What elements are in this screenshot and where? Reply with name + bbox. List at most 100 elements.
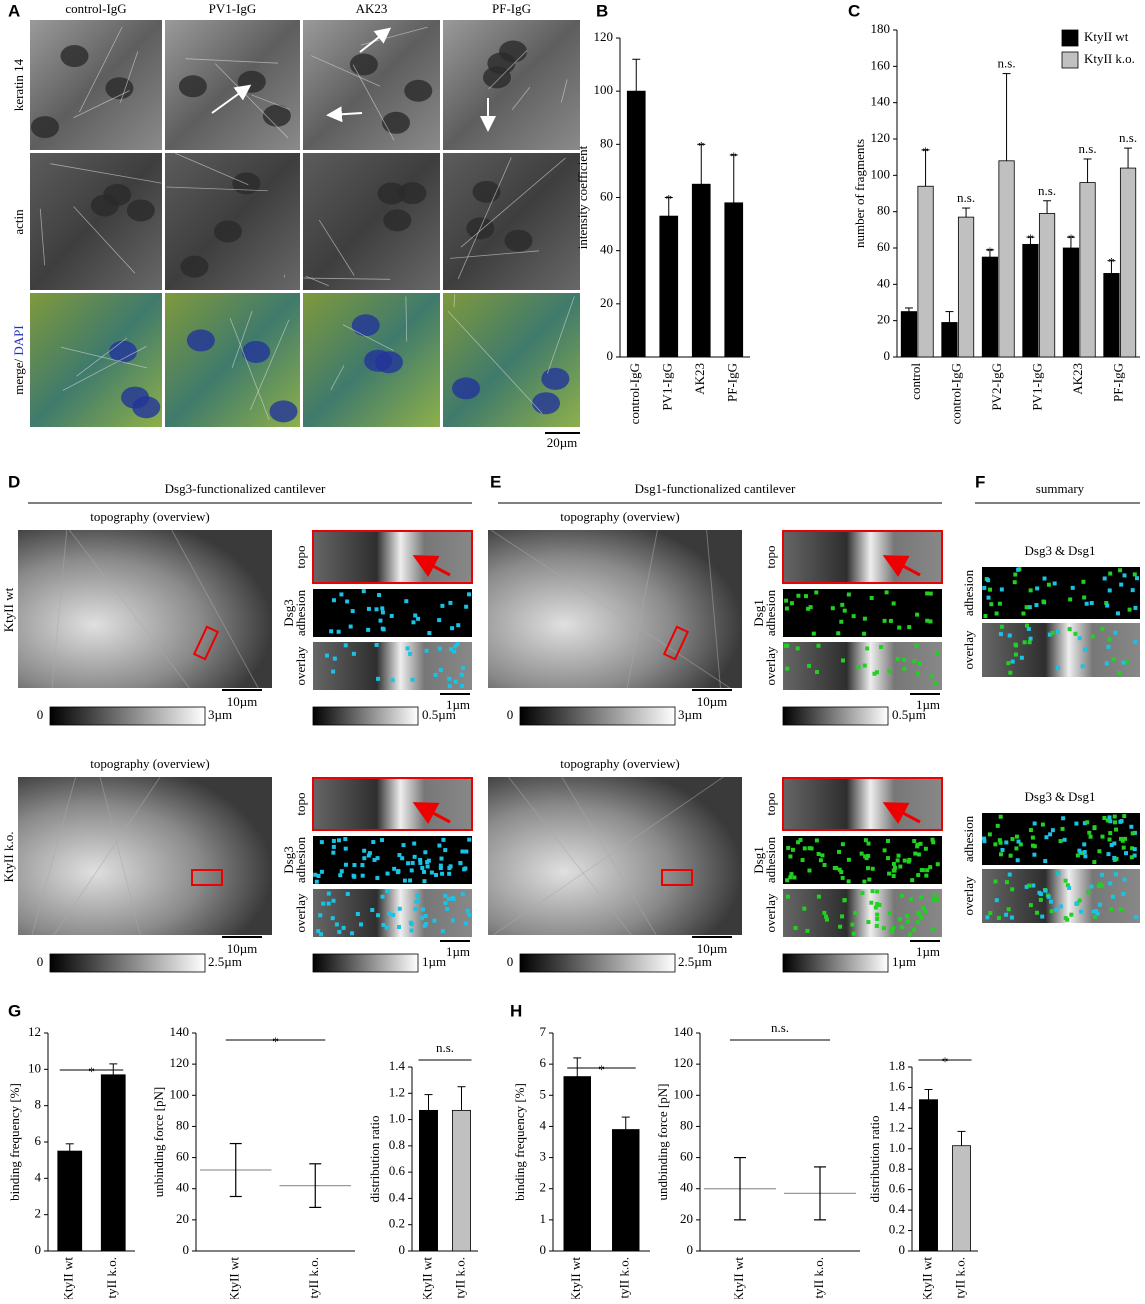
nucleus — [350, 53, 378, 75]
adhesion-event — [906, 919, 910, 923]
adhesion-event — [1085, 820, 1089, 824]
adhesion-event — [1027, 884, 1031, 888]
adhesion-event — [381, 923, 385, 927]
adhesion-event — [925, 591, 929, 595]
x-tick-label: KtyII k.o. — [617, 1257, 632, 1299]
row-label: keratin 14 — [11, 58, 26, 111]
adhesion-event — [375, 607, 379, 611]
significance-label: n.s. — [771, 1020, 789, 1035]
adhesion-event — [1064, 916, 1068, 920]
adhesion-event — [892, 874, 896, 878]
adhesion-event — [421, 908, 425, 912]
adhesion-event — [916, 920, 920, 924]
adhesion-event — [443, 901, 447, 905]
adhesion-event — [1105, 604, 1109, 608]
adhesion-event — [998, 838, 1002, 842]
adhesion-event — [860, 891, 864, 895]
adhesion-event — [1007, 907, 1011, 911]
nucleus — [541, 368, 569, 390]
y-tick-label: 1.0 — [389, 1111, 405, 1126]
adhesion-event — [1118, 820, 1122, 824]
adhesion-event — [1113, 815, 1117, 819]
adhesion-event — [816, 644, 820, 648]
adhesion-event — [411, 861, 415, 865]
legend-label: & — [1055, 789, 1065, 804]
adhesion-event — [1068, 597, 1072, 601]
adhesion-event — [1063, 838, 1067, 842]
y-tick-label: 60 — [176, 1149, 189, 1164]
adhesion-event — [847, 879, 851, 883]
adhesion-event — [332, 845, 336, 849]
adhesion-event — [932, 898, 936, 902]
adhesion-event — [1083, 854, 1087, 858]
adhesion-event — [320, 840, 324, 844]
y-tick-label: 0 — [884, 348, 891, 363]
adhesion-event — [406, 646, 410, 650]
adhesion-event — [804, 594, 808, 598]
adhesion-event — [1121, 661, 1125, 665]
y-tick-label: 2 — [540, 1180, 547, 1195]
adhesion-event — [345, 599, 349, 603]
adhesion-event — [404, 599, 408, 603]
adhesion-event — [815, 670, 819, 674]
adhesion-event — [918, 661, 922, 665]
panel-letter: D — [8, 472, 20, 491]
nucleus — [109, 341, 137, 363]
adhesion-event — [788, 854, 792, 858]
row-label: overlay — [961, 876, 976, 915]
nucleus — [61, 45, 89, 67]
adhesion-event — [403, 879, 407, 883]
adhesion-event — [995, 898, 999, 902]
adhesion-event — [1082, 842, 1086, 846]
adhesion-event — [935, 898, 939, 902]
adhesion-event — [988, 832, 992, 836]
x-tick-label: KtyII wt — [419, 1257, 434, 1299]
adhesion-event — [790, 601, 794, 605]
significance-label: n.s. — [1119, 130, 1137, 145]
adhesion-event — [1015, 835, 1019, 839]
adhesion-event — [1040, 915, 1044, 919]
adhesion-event — [1103, 576, 1107, 580]
y-tick-label: 140 — [170, 1024, 190, 1039]
bar — [1063, 248, 1078, 357]
adhesion-event — [451, 918, 455, 922]
colorbar-label: 3µm — [208, 707, 232, 722]
panel-letter: E — [490, 472, 501, 491]
adhesion-event — [1078, 636, 1082, 640]
adhesion-event — [1133, 572, 1137, 576]
y-tick-label: 60 — [877, 239, 890, 254]
adhesion-event — [443, 848, 447, 852]
adhesion-event — [1011, 660, 1015, 664]
adhesion-event — [439, 866, 443, 870]
adhesion-event — [1119, 907, 1123, 911]
adhesion-event — [1074, 902, 1078, 906]
adhesion-event — [995, 612, 999, 616]
adhesion-event — [866, 866, 870, 870]
y-tick-label: 120 — [170, 1055, 190, 1070]
adhesion-event — [847, 858, 851, 862]
adhesion-event — [1123, 573, 1127, 577]
topography-image — [18, 777, 272, 935]
adhesion-event — [784, 599, 788, 603]
x-tick-label: PF-IgG — [725, 363, 740, 402]
adhesion-event — [1032, 853, 1036, 857]
adhesion-event — [409, 921, 413, 925]
adhesion-event — [315, 880, 319, 884]
y-tick-label: 0.2 — [389, 1216, 405, 1231]
adhesion-event — [838, 925, 842, 929]
x-tick-label: KtyII wt — [568, 1257, 583, 1299]
y-tick-label: 0 — [399, 1242, 406, 1257]
x-tick-label: KtyII wt — [227, 1257, 242, 1299]
panel-letter: B — [596, 1, 608, 20]
adhesion-event — [387, 911, 391, 915]
bar — [660, 216, 678, 357]
y-tick-label: 60 — [680, 1149, 693, 1164]
adhesion-event — [989, 602, 993, 606]
y-tick-label: 120 — [594, 29, 614, 44]
adhesion-event — [352, 863, 356, 867]
panel-title: Dsg1-functionalized cantilever — [635, 481, 796, 496]
adhesion-event — [931, 927, 935, 931]
colorbar-label: 0.5µm — [422, 707, 456, 722]
adhesion-event — [367, 854, 371, 858]
nucleus — [232, 172, 260, 194]
